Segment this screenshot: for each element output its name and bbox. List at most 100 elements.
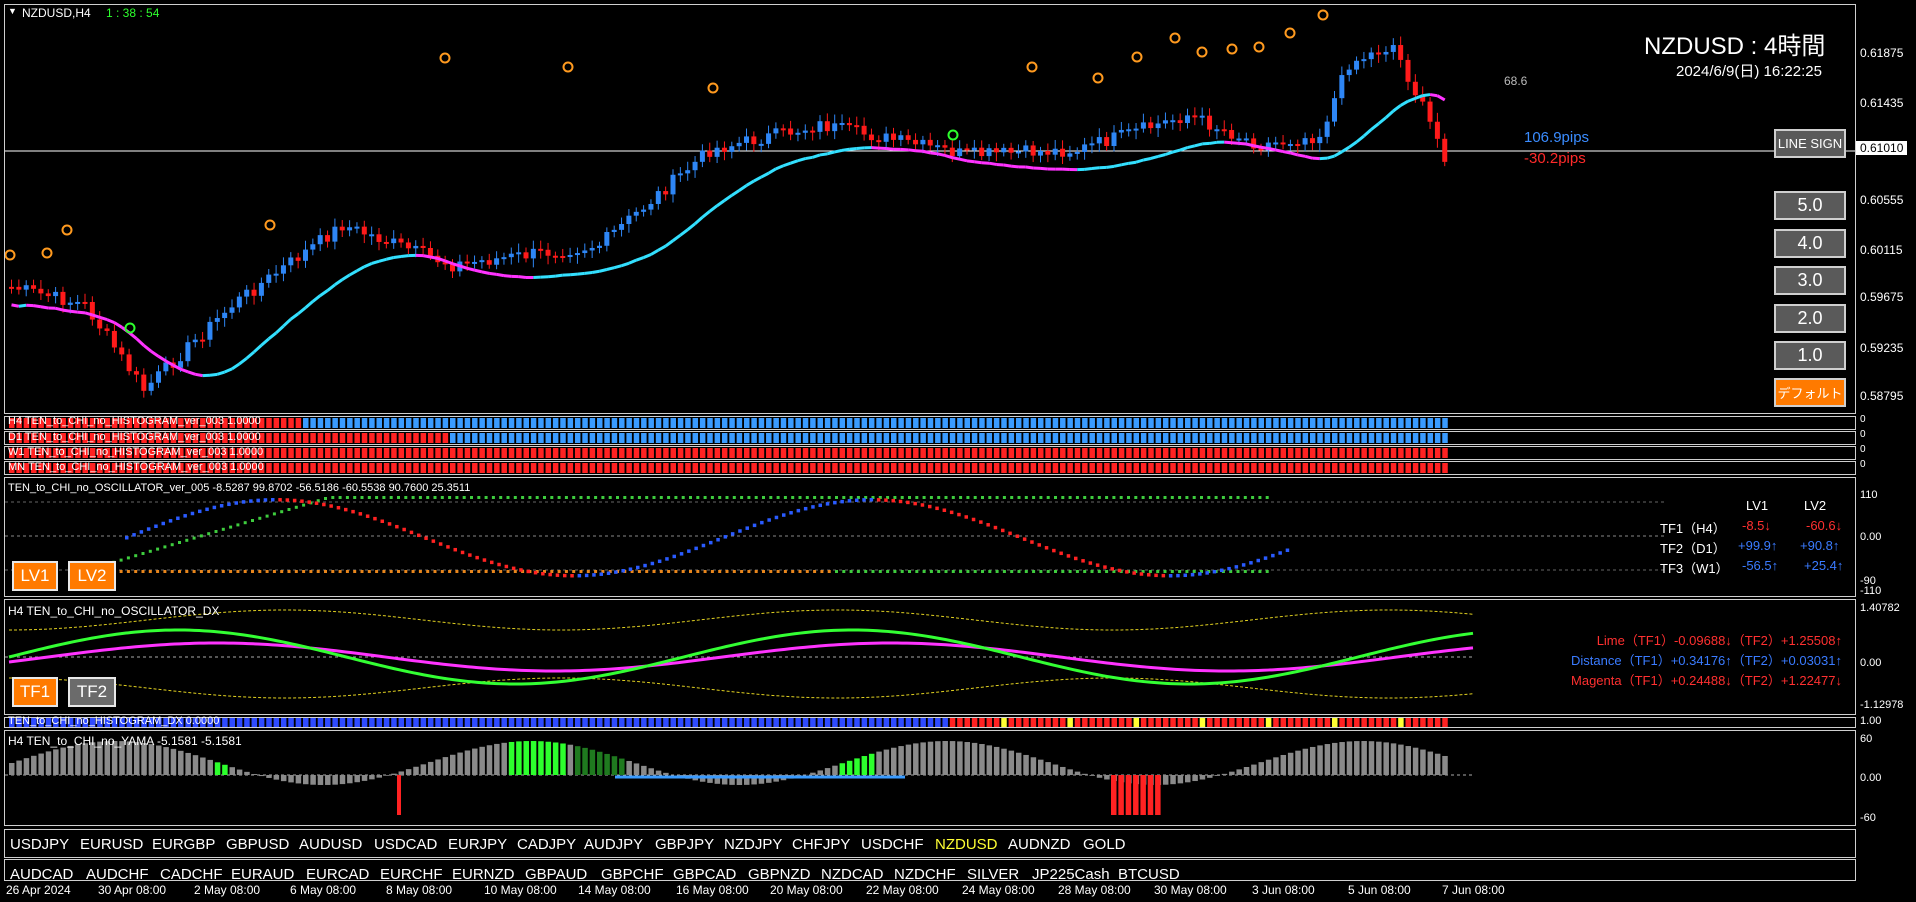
symbol-jp225cash[interactable]: JP225Cash: [1032, 866, 1110, 883]
dx-histogram-bar: [494, 718, 500, 727]
histogram-bar: [111, 418, 118, 428]
dx-histogram-bar: [141, 718, 147, 727]
dx-histogram-bar: [1185, 718, 1191, 727]
symbol-eurusd[interactable]: EURUSD: [80, 836, 144, 853]
histogram-bar: [1346, 433, 1353, 443]
lv1-button[interactable]: LV1: [12, 561, 58, 591]
oscillator-panel[interactable]: [4, 477, 1856, 597]
symbol-gbpnzd[interactable]: GBPNZD: [748, 866, 811, 883]
window-menu-arrow[interactable]: ▼: [8, 6, 17, 16]
yama-bar: [97, 741, 103, 775]
candle-body: [89, 301, 95, 320]
dx-panel[interactable]: [4, 599, 1856, 715]
symbol-gbpaud[interactable]: GBPAUD: [525, 866, 588, 883]
symbol-eurnzd[interactable]: EURNZD: [452, 866, 515, 883]
oscillator-tf3-dot: [272, 512, 276, 516]
symbol-silver[interactable]: SILVER: [967, 866, 1020, 883]
symbol-usdchf[interactable]: USDCHF: [861, 836, 924, 853]
oscillator-tf2-dot: [455, 570, 459, 573]
histogram-bar: [508, 418, 515, 428]
histogram-bar: [780, 448, 787, 458]
symbol-audjpy[interactable]: AUDJPY: [584, 836, 644, 853]
symbol-audnzd[interactable]: AUDNZD: [1008, 836, 1071, 853]
lv2-button[interactable]: LV2: [68, 561, 116, 591]
histogram-bar: [1302, 463, 1309, 473]
symbol-euraud[interactable]: EURAUD: [231, 866, 295, 883]
tf1-button[interactable]: TF1: [12, 677, 58, 707]
moving-average-segment: [812, 153, 821, 159]
yama-bar: [273, 775, 280, 780]
moving-average-segment: [304, 300, 314, 309]
symbol-audusd[interactable]: AUDUSD: [299, 836, 363, 853]
symbol-chfjpy[interactable]: CHFJPY: [792, 836, 851, 853]
oscillator-tf3-dot: [331, 496, 335, 499]
oscillator-tf2-dot: [820, 570, 824, 573]
histogram-bar: [332, 448, 338, 458]
default-button[interactable]: デフォルト: [1774, 378, 1846, 407]
dx-histogram-bar: [347, 718, 353, 727]
candle-body: [450, 264, 455, 272]
yama-bar: [163, 747, 169, 775]
tf2-button[interactable]: TF2: [68, 677, 116, 707]
histogram-bar: [450, 448, 456, 458]
histogram-bar: [16, 463, 22, 473]
line-sign-button[interactable]: LINE SIGN: [1774, 129, 1846, 158]
value-4-button[interactable]: 4.0: [1774, 229, 1846, 258]
histogram-bar: [1221, 463, 1228, 473]
oscillator-tf1-dot: [271, 498, 275, 502]
symbol-audcad[interactable]: AUDCAD: [10, 866, 74, 883]
histogram-bar: [707, 448, 713, 458]
histogram-bar: [648, 418, 654, 428]
value-5-button[interactable]: 5.0: [1774, 191, 1846, 220]
dx-histogram-bar: [530, 718, 537, 727]
symbol-nzdchf[interactable]: NZDCHF: [894, 866, 956, 883]
symbol-eurjpy[interactable]: EURJPY: [448, 836, 508, 853]
histogram-bar: [810, 433, 816, 443]
symbol-eurgbp[interactable]: EURGBP: [152, 836, 216, 853]
histogram-bar: [214, 433, 221, 443]
price-chart-panel[interactable]: [4, 4, 1856, 414]
dx-histogram-bar: [1361, 718, 1367, 727]
symbol-nzdjpy[interactable]: NZDJPY: [724, 836, 783, 853]
symbol-gold[interactable]: GOLD: [1083, 836, 1126, 853]
symbol-usdcad[interactable]: USDCAD: [374, 836, 438, 853]
value-1-button[interactable]: 1.0: [1774, 341, 1846, 370]
oscillator-tf1-dot: [1241, 563, 1246, 567]
symbol-audchf[interactable]: AUDCHF: [86, 866, 149, 883]
moving-average-segment: [716, 199, 726, 207]
dx-histogram-bar: [192, 718, 199, 727]
symbol-gbpjpy[interactable]: GBPJPY: [655, 836, 715, 853]
oscillator-tf3-dot: [1178, 496, 1182, 499]
symbol-gbpchf[interactable]: GBPCHF: [601, 866, 664, 883]
dx-histogram-bar: [1251, 718, 1257, 727]
value-2-button[interactable]: 2.0: [1774, 304, 1846, 333]
value-3-button[interactable]: 3.0: [1774, 266, 1846, 295]
yama-bar: [971, 742, 978, 775]
oscillator-tf3-dot: [134, 554, 138, 558]
symbol-cadchf[interactable]: CADCHF: [160, 866, 223, 883]
symbol-eurchf[interactable]: EURCHF: [380, 866, 443, 883]
symbol-eurcad[interactable]: EURCAD: [306, 866, 370, 883]
symbol-gbpcad[interactable]: GBPCAD: [673, 866, 737, 883]
yama-panel[interactable]: [4, 730, 1856, 826]
histogram-bar: [89, 448, 96, 458]
oscillator-tf1-dot: [862, 498, 866, 502]
oscillator-tf3-dot: [922, 496, 926, 499]
oscillator-tf1-dot: [358, 512, 363, 516]
oscillator-tf2-dot: [959, 570, 963, 573]
yama-bar: [986, 745, 993, 775]
candle-body: [141, 374, 147, 391]
symbol-cadjpy[interactable]: CADJPY: [517, 836, 577, 853]
histogram-bar: [766, 448, 772, 458]
symbol-usdjpy[interactable]: USDJPY: [10, 836, 70, 853]
symbol-nzdcad[interactable]: NZDCAD: [821, 866, 884, 883]
histogram-bar: [1339, 463, 1345, 473]
histogram-bar: [1309, 463, 1316, 473]
histogram-bar: [1332, 433, 1338, 443]
symbol-btcusd[interactable]: BTCUSD: [1118, 866, 1180, 883]
histogram-bar: [435, 418, 441, 428]
symbol-gbpusd[interactable]: GBPUSD: [226, 836, 290, 853]
dx-histogram-bar: [413, 718, 419, 727]
dx-histogram-bar: [1038, 718, 1044, 727]
symbol-nzdusd[interactable]: NZDUSD: [935, 836, 998, 853]
